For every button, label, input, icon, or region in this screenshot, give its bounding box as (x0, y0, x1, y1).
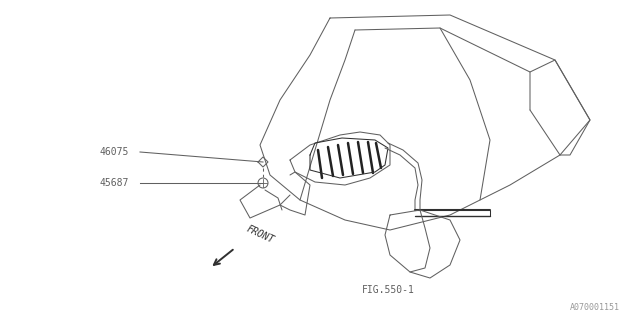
Text: FRONT: FRONT (245, 224, 276, 245)
Text: A070001151: A070001151 (570, 303, 620, 312)
Text: 46075: 46075 (100, 147, 129, 157)
Text: FIG.550-1: FIG.550-1 (362, 285, 415, 295)
Text: 45687: 45687 (100, 178, 129, 188)
